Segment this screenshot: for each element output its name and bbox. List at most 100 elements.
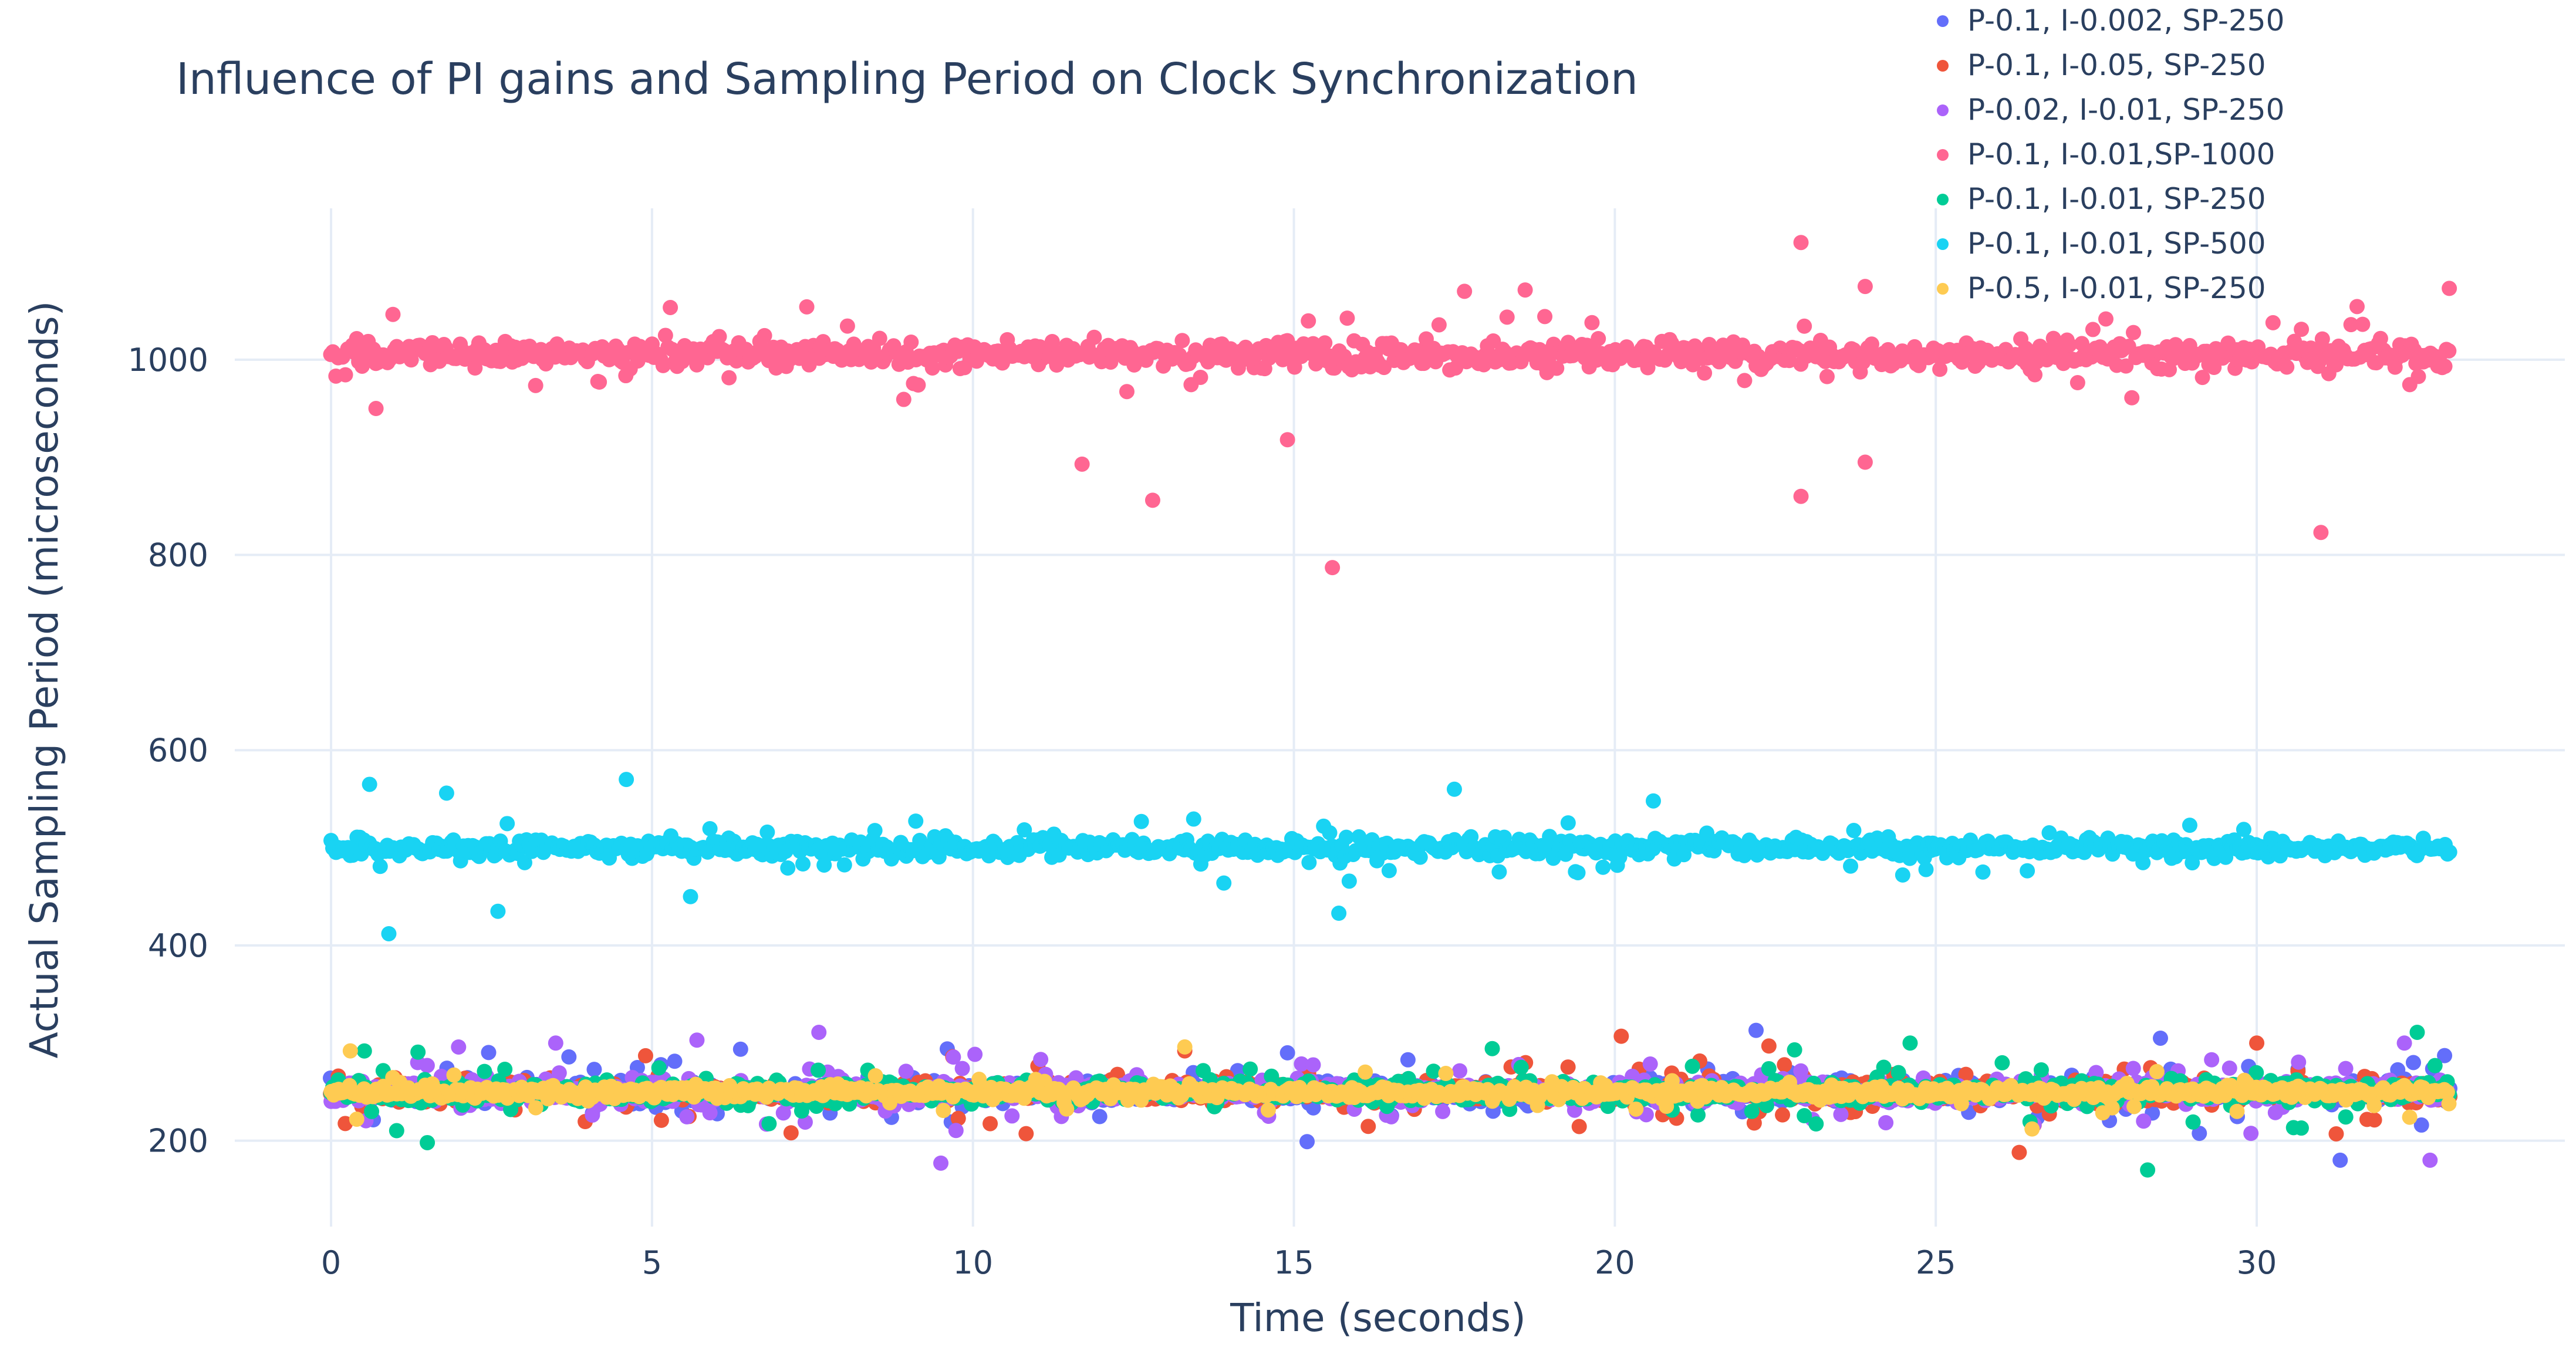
data-point — [1301, 313, 1316, 329]
data-point — [1435, 1103, 1451, 1119]
data-point — [2441, 1096, 2457, 1112]
data-point — [1890, 1065, 1906, 1080]
data-point — [637, 1048, 653, 1063]
data-point — [1243, 1061, 1258, 1077]
data-point — [2033, 1062, 2049, 1078]
data-point — [1294, 1056, 1309, 1072]
data-point — [2204, 1052, 2220, 1068]
data-point — [811, 1024, 827, 1040]
data-point — [2229, 1103, 2245, 1119]
data-point — [451, 1039, 467, 1055]
data-point — [1484, 1041, 1500, 1056]
data-point — [1059, 1101, 1075, 1117]
data-point — [2328, 1126, 2344, 1142]
data-point — [419, 1058, 435, 1073]
data-point — [839, 318, 855, 334]
data-point — [1452, 1063, 1468, 1079]
data-point — [2437, 1048, 2453, 1063]
data-point — [1177, 1039, 1193, 1055]
data-point — [1994, 1055, 2010, 1070]
data-point — [1119, 384, 1135, 400]
data-point — [936, 1103, 951, 1119]
data-point — [711, 329, 727, 345]
data-point — [592, 374, 607, 390]
data-point — [946, 1049, 961, 1065]
data-point — [1684, 1058, 1700, 1074]
data-point — [342, 1043, 358, 1059]
data-point — [349, 1112, 364, 1127]
data-point — [1018, 1126, 1034, 1142]
data-point — [2011, 1144, 2027, 1160]
data-point — [1174, 333, 1190, 349]
data-point — [2413, 1117, 2429, 1133]
data-point — [2332, 1152, 2348, 1168]
data-point — [667, 1053, 683, 1069]
data-point — [1317, 335, 1333, 351]
data-points — [323, 235, 2458, 1178]
data-point — [2366, 1112, 2382, 1128]
data-point — [1193, 369, 1208, 385]
data-point — [2293, 1120, 2309, 1136]
data-point — [948, 1123, 964, 1139]
data-point — [651, 1060, 667, 1076]
data-point — [561, 1049, 577, 1065]
data-point — [1033, 1052, 1049, 1068]
data-point — [1761, 1038, 1777, 1054]
data-point — [1833, 1106, 1849, 1122]
data-point — [356, 1043, 372, 1059]
data-point — [1004, 1108, 1020, 1124]
data-point — [337, 367, 353, 383]
data-point — [385, 306, 401, 322]
data-point — [1299, 1134, 1315, 1150]
data-point — [799, 299, 815, 315]
data-point — [1777, 1057, 1792, 1073]
data-point — [732, 1041, 748, 1057]
data-point — [679, 1109, 695, 1124]
data-point — [872, 330, 887, 346]
data-point — [1787, 1042, 1802, 1058]
data-point — [1560, 1059, 1576, 1075]
data-point — [1438, 1066, 1454, 1082]
data-point — [1876, 1059, 1892, 1075]
data-point — [1400, 1052, 1416, 1068]
data-point — [1360, 1119, 1376, 1134]
data-point — [2140, 1162, 2156, 1178]
data-point — [1793, 1063, 1809, 1079]
data-point — [528, 377, 543, 393]
data-point — [2149, 1063, 2165, 1079]
data-point — [528, 1100, 543, 1116]
data-point — [2125, 1061, 2141, 1076]
data-point — [551, 1065, 567, 1081]
data-point — [364, 1103, 380, 1119]
data-point — [1748, 1022, 1764, 1038]
data-point — [1279, 1045, 1295, 1061]
data-point — [2409, 1024, 2425, 1040]
data-point — [481, 1045, 497, 1061]
data-point — [663, 299, 678, 315]
data-point — [761, 1116, 777, 1132]
data-point — [2152, 1030, 2168, 1046]
data-point — [1086, 329, 1102, 345]
data-point — [497, 1061, 513, 1077]
data-point — [1775, 1107, 1791, 1123]
data-point — [811, 1062, 826, 1078]
data-point — [2338, 1109, 2354, 1125]
data-point — [2338, 1061, 2354, 1076]
data-point — [2405, 1055, 2421, 1070]
data-point — [2402, 1109, 2418, 1125]
data-point — [1808, 1116, 1824, 1132]
data-point — [548, 1035, 563, 1051]
data-point — [933, 1155, 949, 1171]
data-point — [983, 1116, 998, 1132]
data-point — [867, 1068, 883, 1083]
data-point — [1628, 1101, 1644, 1117]
data-point — [2024, 1121, 2040, 1137]
data-point — [2249, 1035, 2265, 1051]
data-point — [954, 1061, 970, 1076]
data-point — [1690, 1107, 1706, 1123]
data-point — [446, 1067, 462, 1083]
data-point — [337, 1116, 353, 1132]
data-point — [1092, 1109, 1108, 1124]
